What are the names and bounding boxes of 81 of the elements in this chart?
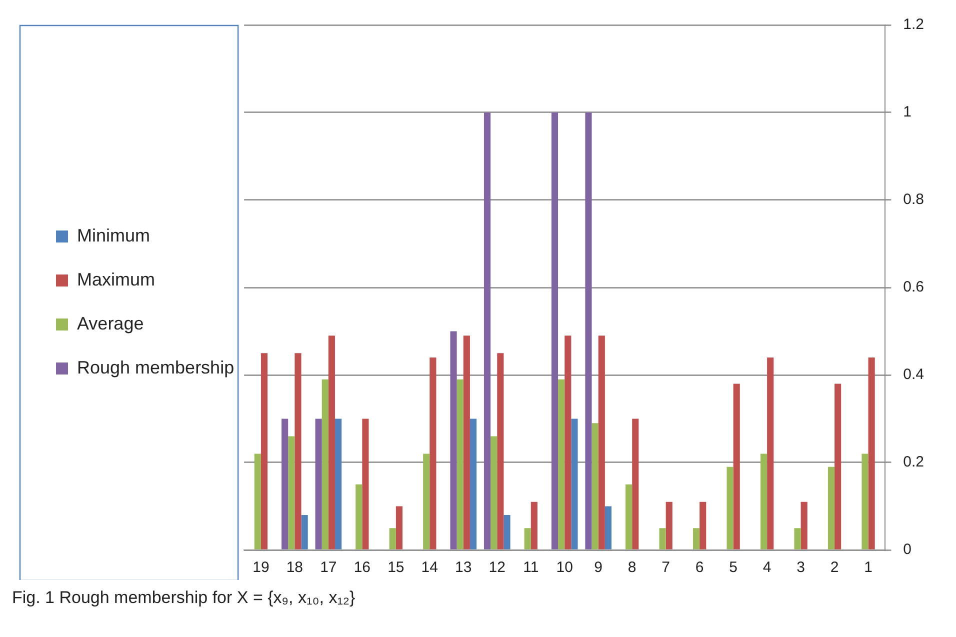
y-tick-label: 0.4 xyxy=(903,366,924,384)
bar xyxy=(585,112,592,550)
bar xyxy=(315,418,322,550)
bar xyxy=(490,436,498,550)
bar xyxy=(558,379,565,550)
bar xyxy=(450,331,457,550)
bar xyxy=(322,379,328,550)
bar xyxy=(700,502,706,550)
x-tick-label: 14 xyxy=(421,559,438,576)
y-tick-label: 0 xyxy=(903,541,912,558)
caption: Fig. 1 Rough membership for X = {x₉, x₁₀, x₁₂} xyxy=(12,588,356,608)
bar xyxy=(456,379,464,550)
x-tick-label: 9 xyxy=(594,559,603,576)
bar xyxy=(626,484,632,550)
x-tick-label: 3 xyxy=(796,559,805,576)
x-tick-label: 6 xyxy=(695,559,704,576)
bar xyxy=(598,336,605,550)
bar xyxy=(659,528,666,550)
bar xyxy=(733,384,740,550)
bar xyxy=(632,418,639,550)
y-tick-label: 1.2 xyxy=(903,16,924,34)
x-tick-label: 1 xyxy=(864,559,872,576)
bar xyxy=(666,502,672,550)
x-tick-label: 11 xyxy=(523,559,539,576)
bar xyxy=(862,454,868,550)
bar xyxy=(260,353,268,550)
bar xyxy=(288,436,295,550)
bar xyxy=(362,418,369,550)
x-tick-label: 7 xyxy=(662,559,670,576)
bar xyxy=(254,454,261,550)
x-tick-label: 15 xyxy=(388,559,404,576)
bar xyxy=(423,454,430,550)
y-tick-label: 0.2 xyxy=(903,454,924,471)
x-tick-label: 18 xyxy=(286,559,304,576)
bar xyxy=(524,528,531,550)
bar xyxy=(463,336,470,550)
bar xyxy=(564,336,572,550)
x-tick-label: 8 xyxy=(628,559,636,576)
bar xyxy=(301,515,308,550)
y-tick-label: 0.6 xyxy=(903,278,924,296)
bar xyxy=(726,466,734,550)
legend-label: Minimum xyxy=(77,225,150,246)
bar xyxy=(551,112,558,550)
bar xyxy=(794,528,801,550)
bar xyxy=(604,506,612,550)
x-tick-label: 4 xyxy=(762,559,772,576)
bar xyxy=(356,484,362,550)
y-tick-label: 0.8 xyxy=(903,191,924,208)
bar xyxy=(497,353,504,550)
bar xyxy=(800,502,808,550)
bar xyxy=(294,353,302,550)
bar xyxy=(470,418,477,550)
bar xyxy=(592,423,598,550)
x-tick-label: 17 xyxy=(320,559,337,576)
bar xyxy=(504,515,510,550)
x-tick-label: 5 xyxy=(729,559,738,576)
x-tick-label: 12 xyxy=(488,559,506,576)
bar xyxy=(828,466,835,550)
bar xyxy=(760,454,768,550)
legend-label: Maximum xyxy=(77,269,156,290)
x-tick-label: 10 xyxy=(556,559,573,576)
bar xyxy=(834,384,842,550)
bar xyxy=(571,418,578,550)
y-tick-label: 1 xyxy=(903,104,912,121)
x-tick-label: 2 xyxy=(830,559,839,576)
bar xyxy=(530,502,538,550)
bar xyxy=(282,418,288,550)
x-tick-label: 13 xyxy=(455,559,472,576)
bar xyxy=(328,336,336,550)
bar xyxy=(868,358,875,550)
x-tick-label: 16 xyxy=(354,559,371,576)
bar xyxy=(692,528,700,550)
bar xyxy=(335,418,342,550)
bar xyxy=(396,506,402,550)
x-tick-label: 19 xyxy=(252,559,270,576)
bar xyxy=(484,112,491,550)
legend-label: Rough membership xyxy=(77,357,234,378)
bar xyxy=(430,358,436,550)
bar xyxy=(389,528,396,550)
legend-label: Average xyxy=(77,313,144,334)
bar xyxy=(767,358,774,550)
